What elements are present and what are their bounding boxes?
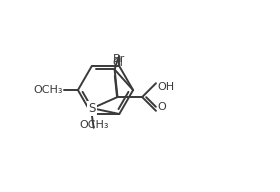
Text: OCH₃: OCH₃: [34, 85, 63, 95]
Text: O: O: [157, 102, 166, 112]
Text: Cl: Cl: [112, 58, 123, 68]
Text: Br: Br: [113, 54, 125, 64]
Text: S: S: [89, 102, 96, 115]
Text: OCH₃: OCH₃: [79, 120, 108, 130]
Text: OH: OH: [157, 82, 174, 92]
